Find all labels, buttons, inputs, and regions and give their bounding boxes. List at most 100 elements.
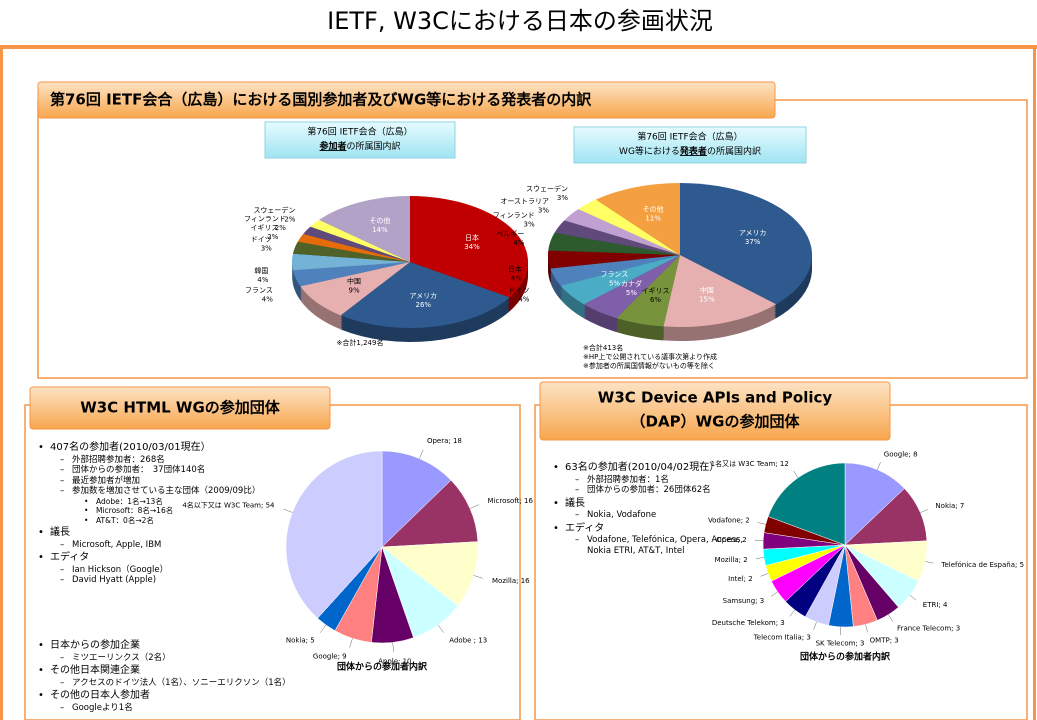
slice-category: ドイツ	[508, 287, 529, 295]
slice	[680, 183, 813, 305]
leader-line	[473, 575, 483, 579]
chart-subtitle: 参加者の所属国内訳	[319, 140, 400, 152]
bullet-list: Nokia, Vodafone	[565, 510, 763, 521]
slice-label: アメリカ 37%	[739, 229, 767, 246]
chart-title: 第76回 IETF会合（広島）	[307, 126, 412, 138]
slice-label: Mozilla; 16	[492, 577, 530, 585]
slice-value: 6%	[650, 296, 661, 304]
slice-label: フィンランド 3%	[493, 212, 535, 229]
slice-label: 中国 9%	[347, 276, 361, 294]
bullet-item: Googleより1名	[60, 703, 508, 714]
slice-category: 韓国	[254, 266, 268, 275]
slice-category: ベルギー	[496, 230, 524, 238]
chart-title-box	[264, 121, 456, 159]
leader-line	[755, 557, 764, 559]
bullet-list: Vodafone, Telefónica, Opera, Access, Nok…	[565, 535, 763, 556]
slice-label: France Telecom; 3	[897, 625, 960, 633]
section-heading: 第76回 IETF会合（広島）における国別参加者及びWG等における発表者の内訳	[50, 91, 592, 109]
slice	[381, 450, 452, 548]
slice-label: ドイツ 4%	[508, 287, 529, 304]
bullet-list: Adobe：1名→13名Microsoft：8名→16名AT&T：0名→2名	[72, 497, 278, 526]
slice-category: フィンランド	[244, 215, 286, 223]
slice-label: アメリカ 26%	[409, 292, 437, 309]
slice	[560, 255, 680, 305]
slice	[292, 262, 410, 287]
bullet-item: その他日本関連企業アクセスのドイツ法人（1名）、ソニーエリクソン（1名）	[38, 665, 508, 688]
chart-note: ※参加者の所属国情報がないもの等を除く	[583, 361, 715, 370]
slice-label: Mozilla; 2	[715, 556, 748, 564]
slice	[292, 241, 410, 262]
slice	[550, 255, 680, 286]
bullet-text: 407名の参加者(2010/03/01現在）	[50, 442, 211, 453]
bullet-item: Microsoft, Apple, IBM	[60, 540, 278, 551]
bullet-list: アクセスのドイツ法人（1名）、ソニーエリクソン（1名）	[50, 678, 508, 689]
subtitle-text: の所属国内訳	[347, 140, 401, 152]
bullet-item: 日本からの参加企業ミツエーリンクス（2名）	[38, 640, 508, 663]
slice-value: 4%	[262, 296, 273, 304]
bullet-item: 議長Microsoft, Apple, IBM	[38, 527, 278, 550]
slice-category: イギリス	[250, 224, 278, 232]
bullet-list: 外部招聘参加者：268名団体からの参加者： 37団体140名最近参加者が増加参加…	[50, 455, 278, 526]
slice-label: フランス 4%	[245, 287, 273, 304]
slice-label: フィンランド 2%	[244, 215, 286, 232]
leader-line	[770, 591, 778, 597]
section-heading: （DAP）WGの参加団体	[631, 413, 801, 431]
slice-label: カナダ 5%	[621, 279, 642, 297]
bullet-item: ミツエーリンクス（2名）	[60, 653, 508, 664]
bullet-item: 407名の参加者(2010/03/01現在） 外部招聘参加者：268名団体からの参…	[38, 442, 278, 526]
leader-line	[925, 561, 934, 564]
slice-value: 9%	[349, 286, 360, 294]
slice	[616, 255, 680, 327]
slice-label: スウェーデン 3%	[526, 184, 568, 202]
slice	[578, 199, 680, 255]
slice-label: Google; 8	[884, 451, 918, 459]
slice-value: 14%	[372, 226, 388, 234]
slice-value: 2%	[267, 233, 278, 241]
bullet-text: 団体からの参加者： 37団体140名	[72, 465, 206, 476]
text-block: 日本からの参加企業ミツエーリンクス（2名）その他日本関連企業アクセスのドイツ法人…	[38, 638, 508, 713]
slice-label: Microsoft; 16	[488, 497, 534, 505]
bullet-text: 議長	[50, 527, 70, 539]
bullet-item: David Hyatt (Apple)	[60, 575, 278, 586]
slice	[554, 220, 680, 255]
bullet-item: Microsoft：8名→16名	[84, 506, 278, 516]
bullet-text: 外部招聘参加者：1名	[587, 474, 669, 485]
leader-line	[283, 508, 293, 513]
bullet-text: 団体からの参加者：26団体62名	[587, 485, 711, 496]
bullet-list: Ian Hickson（Google）David Hyatt (Apple)	[50, 565, 278, 586]
bullet-text: アクセスのドイツ法人（1名）、ソニーエリクソン（1名）	[72, 677, 291, 688]
bullet-item: Adobe：1名→13名	[84, 497, 278, 507]
section-heading: W3C Device APIs and Policy	[598, 389, 833, 407]
slice	[663, 255, 777, 328]
slice	[548, 232, 680, 255]
slice-value: 34%	[464, 243, 480, 251]
bullet-text: Ian Hickson（Google）	[72, 564, 169, 575]
slice	[564, 209, 680, 255]
bullet-item: エディタIan Hickson（Google）David Hyatt (Appl…	[38, 552, 278, 586]
bullet-text: David Hyatt (Apple)	[72, 575, 157, 586]
leader-line	[793, 470, 799, 478]
bullet-item: エディタVodafone, Telefónica, Opera, Access,…	[553, 523, 763, 557]
subtitle-text: の所属国内訳	[707, 145, 761, 157]
section-tab	[29, 386, 331, 430]
bullet-text: 63名の参加者(2010/04/02現在）	[565, 462, 720, 473]
bullet-text: Microsoft, Apple, IBM	[72, 539, 162, 550]
bullet-text: エディタ	[565, 522, 605, 534]
bullet-text: Microsoft：8名→16名	[96, 506, 174, 516]
slice-label: ベルギー 4%	[496, 230, 524, 247]
slice	[595, 183, 680, 255]
chart-subtitle: WG等における発表者の所属国内訳	[619, 145, 761, 157]
slice-label: Nokia; 7	[935, 502, 964, 510]
leader-line	[813, 621, 817, 630]
bullet-list: ミツエーリンクス（2名）	[50, 653, 508, 664]
slice-label: ETRI; 4	[923, 601, 948, 609]
slice	[285, 450, 383, 619]
bullet-text: Adobe：1名→13名	[96, 497, 163, 506]
slice-value: 4%	[511, 274, 522, 282]
slice	[381, 479, 479, 548]
bullet-text: 議長	[565, 497, 585, 509]
slice-category: フランス	[245, 287, 273, 295]
bullet-list: 外部招聘参加者：1名団体からの参加者：26団体62名	[565, 475, 763, 496]
leader-line	[419, 449, 424, 459]
